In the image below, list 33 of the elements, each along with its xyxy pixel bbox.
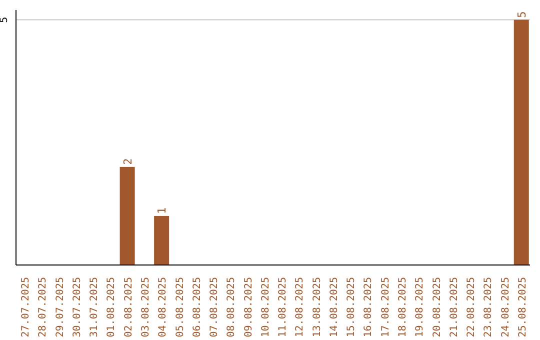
x-tick-label: 11.08.2025 [278,277,289,338]
x-tick-label: 18.08.2025 [398,277,408,338]
x-tick-label: 27.07.2025 [20,277,32,338]
x-tick-label: 28.07.2025 [38,277,49,338]
x-tick-label: 13.08.2025 [312,277,323,338]
x-tick-label: 19.08.2025 [414,277,426,338]
x-tick-label: 15.08.2025 [346,277,358,338]
x-tick-label: 10.08.2025 [260,277,272,338]
x-tick-label: 29.07.2025 [54,277,66,338]
x-tick-label: 06.08.2025 [192,277,203,338]
x-tick-label: 14.08.2025 [328,277,340,338]
x-tick-label: 12.08.2025 [294,277,306,338]
x-tick-label: 30.07.2025 [72,277,83,338]
x-tick-label: 03.08.2025 [140,277,152,338]
x-tick-label: 16.08.2025 [363,277,374,338]
x-tick-label: 05.08.2025 [174,277,186,338]
x-tick-label: 04.08.2025 [158,277,169,338]
x-tick-label: 23.08.2025 [483,277,494,338]
x-tick-label: 25.08.2025 [517,277,528,338]
x-tick-label: 31.07.2025 [89,277,100,338]
x-tick-label: 02.08.2025 [123,277,134,338]
x-tick-label: 01.08.2025 [106,277,118,338]
data-label: 5 [515,11,528,18]
data-label: 1 [156,207,169,214]
x-tick-label: 09.08.2025 [243,277,254,338]
x-tick-label: 20.08.2025 [432,277,443,338]
x-tick-label: 21.08.2025 [448,277,460,338]
data-label: 2 [121,158,134,165]
x-tick-label: 24.08.2025 [500,277,512,338]
x-tick-label: 22.08.2025 [466,277,478,338]
x-tick-label: 08.08.2025 [226,277,238,338]
x-tick-label: 17.08.2025 [380,277,392,338]
x-tick-label: 07.08.2025 [209,277,220,338]
